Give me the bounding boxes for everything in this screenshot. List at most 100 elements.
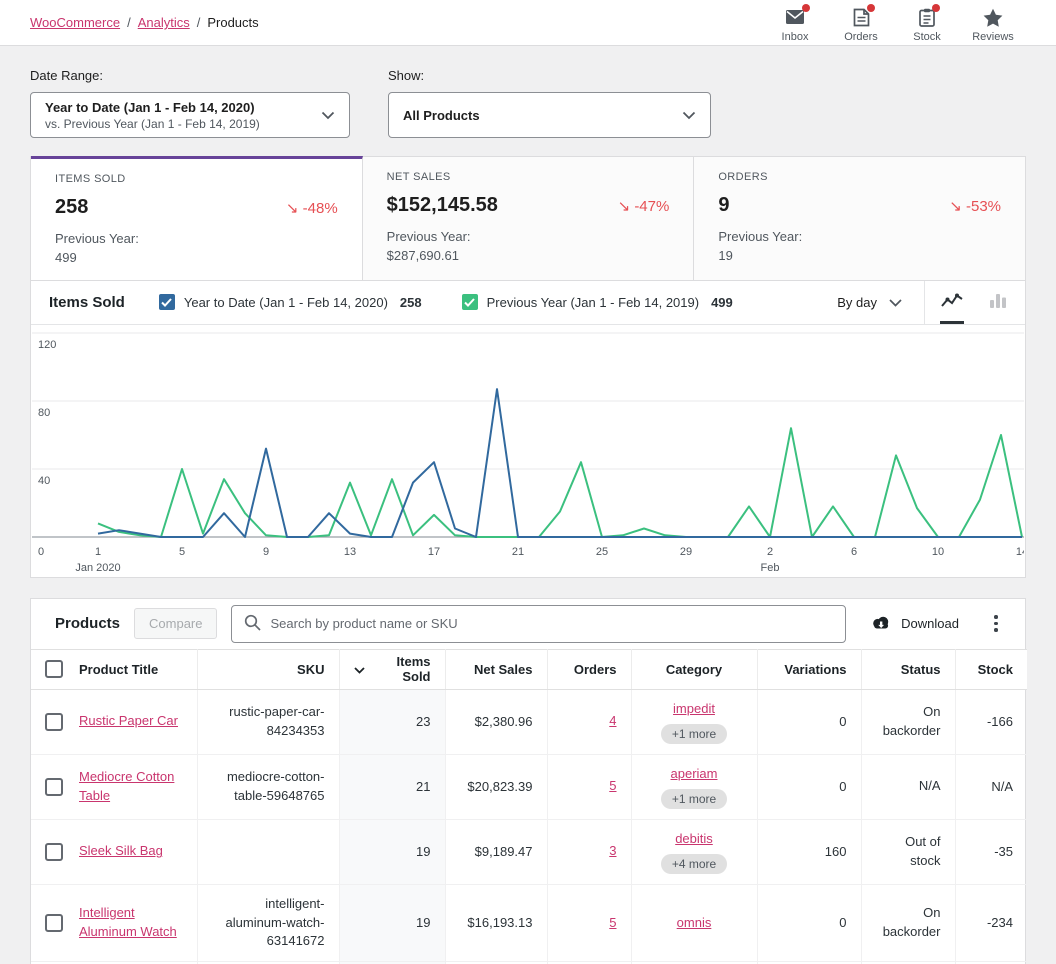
product-title-link[interactable]: Intelligent Aluminum Watch [79, 905, 177, 939]
column-header-status[interactable]: Status [861, 648, 956, 690]
svg-text:40: 40 [38, 475, 50, 487]
line-chart-button[interactable] [929, 281, 975, 324]
date-range-label: Date Range: [30, 68, 103, 83]
summary-tile-items-sold[interactable]: Items sold 258 ↘ -48% Previous Year: 499 [31, 156, 363, 280]
products-title: Products [55, 615, 121, 633]
svg-text:9: 9 [263, 546, 269, 558]
breadcrumb-woocommerce-link[interactable]: WooCommerce [30, 15, 121, 30]
interval-select[interactable]: By day [815, 281, 924, 324]
activity-label: Inbox [781, 31, 809, 43]
tile-delta: ↘ -48% [285, 199, 338, 217]
download-cloud-icon [870, 614, 892, 634]
chart-type-toggle [924, 280, 1025, 324]
product-title-link[interactable]: Sleek Silk Bag [79, 843, 163, 859]
bar-chart-button[interactable] [975, 281, 1021, 324]
ellipsis-menu-icon[interactable] [983, 609, 1009, 638]
orders-count-link[interactable]: 5 [609, 914, 617, 930]
category-more-pill[interactable]: +1 more [660, 723, 728, 744]
breadcrumb-separator: / [127, 15, 131, 30]
activity-item-inbox[interactable]: Inbox [762, 2, 828, 43]
category-link[interactable]: impedit [673, 700, 715, 716]
svg-text:21: 21 [512, 546, 524, 558]
summary-tile-orders[interactable]: Orders 9 ↘ -53% Previous Year: 19 [694, 156, 1026, 280]
select-all-checkbox[interactable] [45, 660, 63, 679]
stock-cell: -234 [955, 884, 1027, 963]
net-sales-cell: $9,189.47 [445, 819, 548, 885]
chart-plot-area: 40 80 120 0 1 Jan 2020 5 9 13 17 21 25 29 2 Feb 6 10 14 [31, 325, 1025, 577]
checkbox-checked-icon[interactable] [461, 294, 478, 311]
row-checkbox[interactable] [45, 913, 63, 932]
column-header-items-sold[interactable]: Items Sold [339, 648, 446, 690]
inbox-badge-dot [802, 4, 810, 12]
items-sold-chart-card: Items Sold Year to Date (Jan 1 - Feb 14,… [30, 279, 1026, 578]
date-range-filter-group: Date Range: Year to Date (Jan 1 - Feb 14… [30, 68, 350, 138]
svg-text:0: 0 [38, 546, 44, 558]
tile-value: $152,145.58 [386, 194, 498, 216]
row-checkbox[interactable] [45, 777, 63, 796]
checkbox-checked-icon[interactable] [158, 294, 175, 311]
product-title-link[interactable]: Mediocre Cotton Table [79, 768, 175, 803]
net-sales-cell: $16,193.13 [445, 884, 548, 963]
column-header-variations[interactable]: Variations [757, 648, 862, 690]
table-row-partial [31, 961, 1027, 964]
category-link[interactable]: omnis [676, 914, 712, 930]
breadcrumb-separator: / [196, 15, 201, 30]
svg-text:10: 10 [932, 546, 944, 558]
orders-count-link[interactable]: 5 [609, 778, 617, 794]
summary-tile-net-sales[interactable]: Net sales $152,145.58 ↘ -47% Previous Ye… [362, 156, 695, 280]
variations-cell: 0 [757, 754, 862, 820]
trend-down-icon: ↘ [617, 197, 631, 215]
activity-item-orders[interactable]: Orders [828, 2, 894, 43]
orders-count-link[interactable]: 3 [609, 843, 617, 859]
orders-count-link[interactable]: 4 [609, 713, 617, 729]
status-cell: On backorder [861, 884, 956, 963]
tile-previous-value: $287,690.61 [386, 247, 459, 263]
show-select[interactable]: All Products [388, 92, 711, 138]
products-table-card: Products Compare Download [30, 597, 1027, 964]
column-header-sku[interactable]: SKU [197, 648, 340, 690]
row-checkbox[interactable] [45, 712, 63, 731]
category-link[interactable]: debitis [675, 830, 713, 846]
tile-label: Net sales [386, 171, 451, 183]
column-header-orders[interactable]: Orders [547, 648, 632, 690]
column-header-net-sales[interactable]: Net Sales [445, 648, 548, 690]
search-box[interactable] [231, 604, 847, 643]
category-link[interactable]: aperiam [670, 765, 718, 781]
legend-label: Previous Year (Jan 1 - Feb 14, 2019) [486, 294, 700, 310]
row-checkbox[interactable] [45, 842, 63, 861]
date-range-select[interactable]: Year to Date (Jan 1 - Feb 14, 2020) vs. … [30, 92, 350, 138]
sort-desc-icon [353, 662, 365, 677]
compare-button: Compare [134, 608, 218, 640]
legend-item-current-period[interactable]: Year to Date (Jan 1 - Feb 14, 2020) 258 [158, 294, 422, 311]
column-header-product-title[interactable]: Product Title [31, 648, 198, 690]
tile-label: Orders [718, 171, 768, 183]
status-cell: N/A [861, 754, 956, 820]
column-header-stock[interactable]: Stock [955, 648, 1027, 690]
items-sold-cell: 19 [339, 884, 446, 963]
show-filter-group: Show: All Products [388, 68, 711, 138]
search-input[interactable] [270, 616, 834, 632]
column-header-category[interactable]: Category [631, 648, 758, 690]
category-more-pill[interactable]: +4 more [660, 853, 728, 874]
svg-text:29: 29 [680, 546, 692, 558]
product-title-link[interactable]: Rustic Paper Car [79, 713, 178, 729]
svg-text:80: 80 [38, 407, 50, 419]
sku-cell: rustic-paper-car-84234353 [197, 689, 340, 755]
activity-item-stock[interactable]: Stock [894, 2, 960, 43]
interval-value: By day [837, 294, 877, 310]
items-sold-cell: 21 [339, 754, 446, 820]
variations-cell: 160 [757, 819, 862, 885]
bar-chart-icon [989, 293, 1007, 311]
activity-item-reviews[interactable]: Reviews [960, 2, 1026, 43]
sku-cell [197, 819, 340, 885]
products-card-header: Products Compare Download [31, 599, 1025, 649]
show-label: Show: [388, 68, 425, 83]
legend-item-previous-period[interactable]: Previous Year (Jan 1 - Feb 14, 2019) 499 [461, 294, 733, 311]
breadcrumb-analytics-link[interactable]: Analytics [137, 15, 190, 30]
items-sold-chart-svg: 40 80 120 0 1 Jan 2020 5 9 13 17 21 25 29 2 Feb 6 10 14 [32, 332, 1024, 574]
show-value: All Products [403, 107, 480, 123]
activity-panel: Inbox Orders Stock Reviews [762, 2, 1026, 43]
category-more-pill[interactable]: +1 more [660, 788, 728, 809]
trend-down-icon: ↘ [285, 199, 299, 217]
download-button[interactable]: Download [860, 614, 969, 634]
